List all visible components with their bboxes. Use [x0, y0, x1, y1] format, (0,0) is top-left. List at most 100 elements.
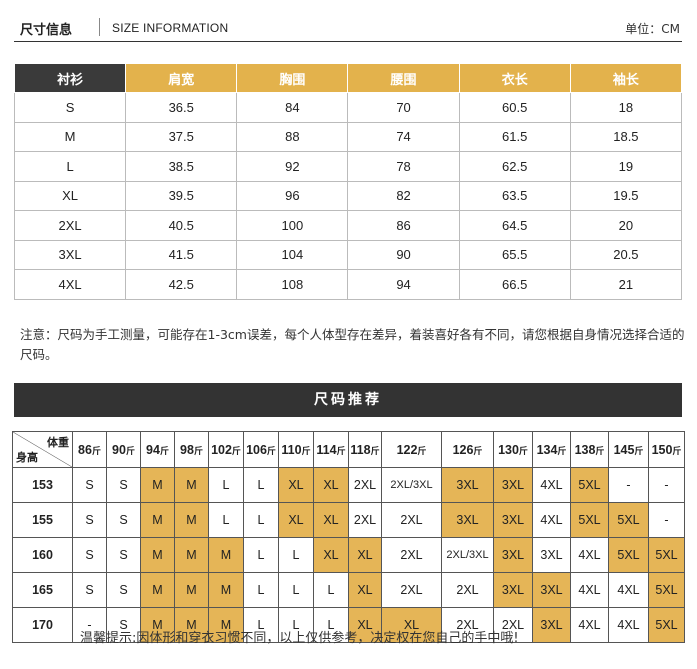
recommended-size-cell: - [72, 607, 107, 643]
weight-column-header: 114斤 [313, 431, 349, 468]
recommended-size-cell: 3XL [441, 467, 494, 503]
size-table-cell: 66.5 [458, 269, 571, 300]
weight-height-corner-cell: 体重 身高 [12, 431, 73, 468]
size-table-cell: 63.5 [458, 180, 571, 211]
size-info-title: 尺寸信息 [20, 23, 73, 38]
recommended-size-cell: 4XL [570, 537, 609, 573]
recommended-size-cell: 4XL [570, 572, 609, 608]
recommended-size-cell: XL [313, 467, 349, 503]
recommended-size-cell: S [72, 502, 107, 538]
size-table: 衬衫 肩宽 胸围 腰围 衣长 袖长 S 36.5 84 70 60.5 18 M 37.5 88 74 61.… [13, 63, 683, 300]
recommended-size-cell: 3XL [493, 502, 533, 538]
corner-weight-label: 体重 [47, 437, 69, 449]
weight-column-header: 130斤 [493, 431, 533, 468]
size-table-cell: 104 [236, 239, 349, 270]
size-info-subtitle: SIZE INFORMATION [112, 21, 229, 35]
recommended-size-cell: XL [381, 607, 442, 643]
size-table-cell: 62.5 [458, 151, 571, 182]
recommendation-header-row: 体重 身高 86斤 90斤 94斤 98斤 102斤 106斤 110斤 114斤 118斤 122斤… [12, 431, 685, 468]
measurement-note: 注意：尺码为手工测量，可能存在1-3cm误差，每个人体型存在差异，着装喜好各有不… [20, 327, 685, 362]
weight-value: 106 [246, 442, 267, 457]
recommended-size-cell: 2XL/3XL [441, 537, 494, 573]
weight-column-header: 86斤 [72, 431, 107, 468]
weight-column-header: 106斤 [243, 431, 279, 468]
recommended-size-cell: 5XL [648, 607, 685, 643]
weight-unit: 斤 [336, 445, 346, 456]
size-table-cell: 42.5 [125, 269, 238, 300]
recommended-size-cell: M [174, 607, 209, 643]
weight-value: 126 [452, 442, 474, 457]
recommendation-row: 155 S S M M L L XL XL 2XL 2XL 3XL 3XL 4XL 5XL 5XL - [12, 502, 685, 538]
corner-height-label: 身高 [16, 452, 38, 464]
weight-unit: 斤 [672, 445, 682, 456]
recommended-size-cell: M [140, 537, 175, 573]
size-table-cell: 108 [236, 269, 349, 300]
weight-column-header: 102斤 [208, 431, 244, 468]
size-table-row: 2XL 40.5 100 86 64.5 20 [13, 210, 683, 241]
recommended-size-cell: 4XL [570, 607, 609, 643]
recommended-size-cell: 5XL [608, 537, 649, 573]
size-table-cell: 20 [569, 210, 683, 241]
weight-unit: 斤 [159, 445, 169, 456]
recommended-size-cell: 2XL [381, 502, 442, 538]
weight-unit: 斤 [91, 445, 101, 456]
recommended-size-cell: - [648, 467, 685, 503]
size-table-cell: 2XL [13, 210, 127, 241]
weight-unit: 斤 [193, 445, 203, 456]
size-table-cell: 86 [347, 210, 460, 241]
recommended-size-cell: 3XL [532, 537, 571, 573]
recommended-size-cell: L [278, 537, 314, 573]
weight-value: 130 [498, 442, 519, 457]
recommended-size-cell: 2XL [381, 537, 442, 573]
recommended-size-cell: 2XL [441, 607, 494, 643]
recommended-size-cell: S [106, 467, 141, 503]
weight-column-header: 118斤 [348, 431, 382, 468]
size-info-header: 尺寸信息 SIZE INFORMATION 单位：CM [14, 12, 682, 42]
size-table-cell: 78 [347, 151, 460, 182]
weight-unit: 斤 [518, 445, 528, 456]
height-cell: 170 [12, 607, 73, 643]
height-cell: 155 [12, 502, 73, 538]
recommended-size-cell: 3XL [532, 572, 571, 608]
recommended-size-cell: S [106, 502, 141, 538]
weight-value: 138 [574, 442, 596, 457]
recommended-size-cell: 3XL [532, 607, 571, 643]
size-table-cell: 60.5 [458, 92, 571, 123]
recommended-size-cell: M [174, 572, 209, 608]
weight-column-header: 122斤 [381, 431, 442, 468]
weight-unit: 斤 [370, 445, 380, 456]
size-table-cell: 4XL [13, 269, 127, 300]
height-cell: 160 [12, 537, 73, 573]
weight-value: 90 [112, 442, 126, 457]
weight-unit: 斤 [231, 445, 241, 456]
recommended-size-cell: L [243, 502, 279, 538]
size-table-cell: L [13, 151, 127, 182]
size-table-column-header: 胸围 [236, 63, 349, 93]
size-table-row: XL 39.5 96 82 63.5 19.5 [13, 180, 683, 211]
weight-unit: 斤 [417, 445, 427, 456]
weight-value: 86 [78, 442, 92, 457]
recommended-size-cell: 4XL [608, 572, 649, 608]
recommended-size-cell: 4XL [608, 607, 649, 643]
recommended-size-cell: 2XL [348, 502, 382, 538]
recommended-size-cell: M [140, 607, 175, 643]
weight-column-header: 94斤 [140, 431, 175, 468]
recommended-size-cell: S [106, 537, 141, 573]
weight-unit: 斤 [557, 445, 567, 456]
weight-column-header: 98斤 [174, 431, 209, 468]
size-table-cell: 19.5 [569, 180, 683, 211]
size-table-cell: 19 [569, 151, 683, 182]
size-table-column-header: 衣长 [458, 63, 571, 93]
recommended-size-cell: M [174, 502, 209, 538]
recommended-size-cell: L [243, 467, 279, 503]
recommended-size-cell: M [208, 537, 244, 573]
warm-tip: 温馨提示:因体形和穿衣习惯不同，以上仅供参考，决定权在您自己的手中哦! [80, 631, 519, 646]
recommended-size-cell: XL [348, 537, 382, 573]
size-table-cell: M [13, 121, 127, 152]
recommended-size-cell: 5XL [608, 502, 649, 538]
size-table-cell: 21 [569, 269, 683, 300]
recommended-size-cell: XL [348, 572, 382, 608]
weight-value: 114 [316, 442, 337, 457]
recommended-size-cell: - [648, 502, 685, 538]
size-table-row: S 36.5 84 70 60.5 18 [13, 92, 683, 123]
